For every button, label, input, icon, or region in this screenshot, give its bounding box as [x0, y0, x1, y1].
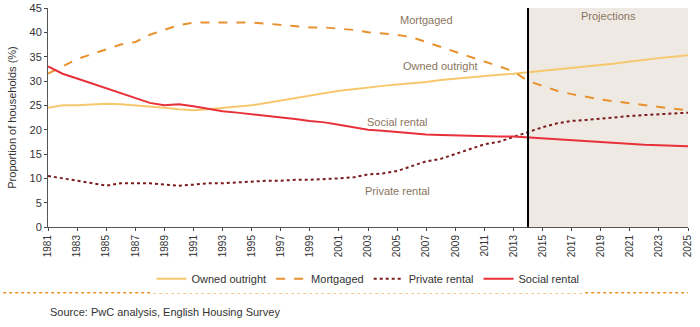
svg-text:5: 5 [36, 197, 42, 209]
svg-text:1991: 1991 [188, 235, 199, 258]
svg-text:Mortgaged: Mortgaged [311, 273, 364, 285]
svg-text:10: 10 [30, 172, 42, 184]
svg-text:1997: 1997 [275, 235, 286, 258]
svg-text:20: 20 [30, 124, 42, 136]
svg-text:40: 40 [30, 26, 42, 38]
svg-text:Source: PwC analysis, English: Source: PwC analysis, English Housing Su… [50, 306, 280, 318]
svg-text:2017: 2017 [566, 235, 577, 258]
svg-text:Social rental: Social rental [367, 116, 428, 128]
svg-text:2013: 2013 [508, 235, 519, 258]
svg-text:2001: 2001 [333, 235, 344, 258]
svg-text:Social rental: Social rental [519, 273, 580, 285]
svg-text:25: 25 [30, 99, 42, 111]
svg-text:1989: 1989 [159, 235, 170, 258]
svg-text:30: 30 [30, 75, 42, 87]
svg-text:35: 35 [30, 51, 42, 63]
svg-text:Projections: Projections [581, 10, 636, 22]
svg-text:2005: 2005 [391, 235, 402, 258]
svg-text:2019: 2019 [595, 235, 606, 258]
svg-text:Private rental: Private rental [409, 273, 474, 285]
svg-text:1995: 1995 [246, 235, 257, 258]
svg-text:2003: 2003 [362, 235, 373, 258]
svg-text:2009: 2009 [450, 235, 461, 258]
svg-text:1985: 1985 [100, 235, 111, 258]
svg-text:2011: 2011 [479, 235, 490, 257]
svg-text:Mortgaged: Mortgaged [400, 14, 453, 26]
svg-text:1993: 1993 [217, 235, 228, 258]
svg-text:1987: 1987 [130, 235, 141, 258]
svg-text:Owned outright: Owned outright [403, 60, 478, 72]
svg-text:1999: 1999 [304, 235, 315, 258]
svg-text:Private rental: Private rental [365, 185, 430, 197]
svg-text:1983: 1983 [71, 235, 82, 258]
svg-text:2015: 2015 [537, 235, 548, 258]
svg-text:0: 0 [36, 221, 42, 233]
svg-text:2023: 2023 [653, 235, 664, 258]
svg-text:45: 45 [30, 2, 42, 14]
svg-text:Owned outright: Owned outright [192, 273, 267, 285]
svg-text:2007: 2007 [420, 235, 431, 258]
svg-text:1981: 1981 [42, 235, 53, 258]
svg-text:Proportion of households (%): Proportion of households (%) [6, 46, 18, 188]
svg-text:2025: 2025 [682, 235, 693, 258]
svg-text:2021: 2021 [624, 235, 635, 258]
svg-text:15: 15 [30, 148, 42, 160]
